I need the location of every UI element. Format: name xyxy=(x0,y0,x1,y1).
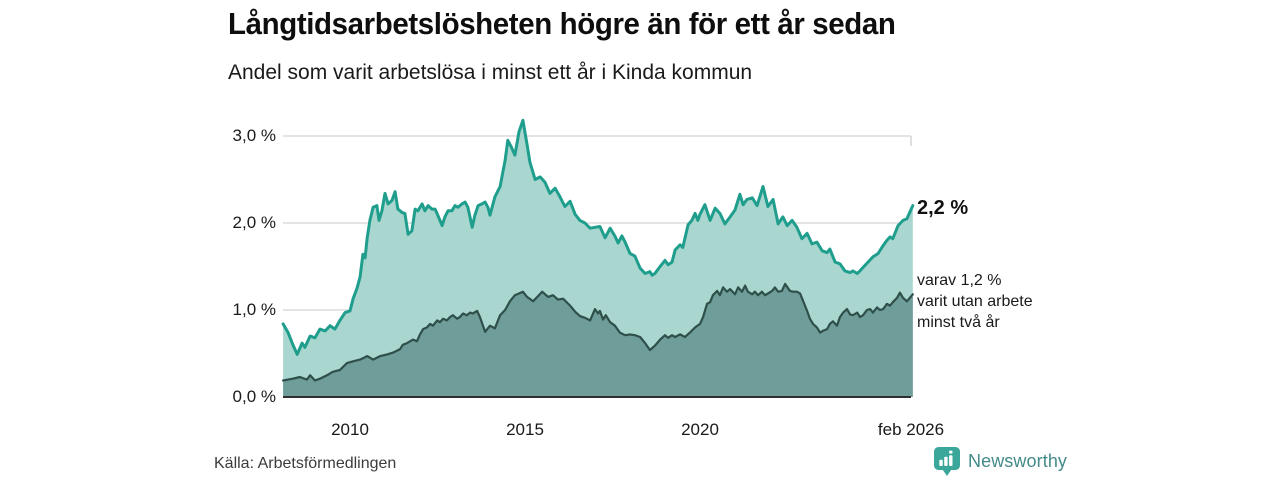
y-axis-tick-label: 2,0 % xyxy=(232,213,276,232)
y-axis-tick-label: 0,0 % xyxy=(232,387,276,406)
newsworthy-icon xyxy=(934,447,960,476)
newsworthy-logo: Newsworthy xyxy=(933,446,1067,477)
x-axis-tick-label: 2010 xyxy=(331,420,369,439)
series-end-label-total: 2,2 % xyxy=(917,197,969,219)
newsworthy-brand-text: Newsworthy xyxy=(968,451,1068,471)
x-axis-tick-label: feb 2026 xyxy=(877,420,945,439)
y-axis-tick-label: 3,0 % xyxy=(232,126,276,145)
series-end-label-subset-line2: varit utan arbete xyxy=(917,293,1033,310)
page-subtitle: Andel som varit arbetslösa i minst ett å… xyxy=(228,61,753,84)
x-axis-tick-label: 2020 xyxy=(681,420,719,439)
series-end-label-subset-line3: minst två år xyxy=(917,314,1000,331)
series-end-label-subset-line1: varav 1,2 % xyxy=(917,272,1002,289)
series-end-label-subset: varav 1,2 % varit utan arbete minst två … xyxy=(917,270,1033,333)
x-axis-tick-label: 2015 xyxy=(506,420,544,439)
source-note: Källa: Arbetsförmedlingen xyxy=(214,455,397,472)
y-axis-tick-label: 1,0 % xyxy=(232,300,276,319)
page-title: Långtidsarbetslösheten högre än för ett … xyxy=(228,6,896,41)
